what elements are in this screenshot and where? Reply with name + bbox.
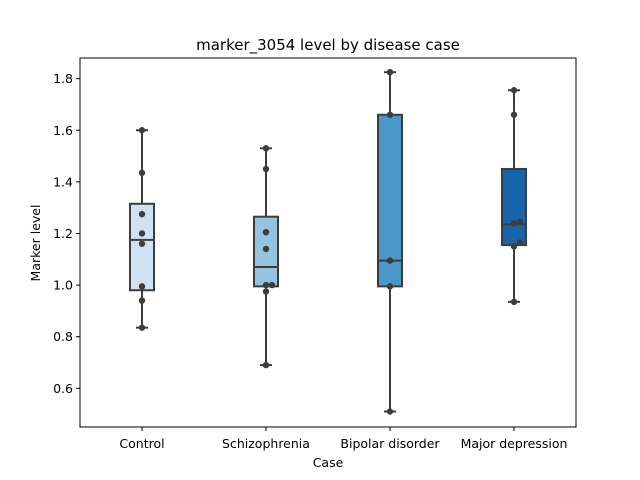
y-tick-label: 1.2	[53, 226, 73, 241]
data-point	[262, 228, 270, 236]
data-point	[262, 145, 270, 152]
data-point	[138, 240, 146, 247]
data-point	[262, 361, 270, 369]
data-point	[138, 210, 146, 218]
box-group-major-depression	[501, 87, 527, 306]
data-point	[386, 283, 394, 290]
plot-area: 0.6 0.8 1.0 1.2 1.4 1.6 1.8 Control Schizophreni…	[53, 68, 568, 451]
data-point	[262, 288, 270, 295]
data-point	[138, 169, 146, 177]
chart-title: marker_3054 level by disease case	[196, 36, 460, 55]
data-point	[386, 408, 394, 415]
y-tick-label: 1.4	[53, 174, 73, 189]
y-tick-label: 1.6	[53, 123, 73, 138]
y-tick-label: 1.8	[53, 71, 73, 86]
data-point	[262, 245, 270, 253]
data-point	[510, 87, 518, 94]
y-axis-label: Marker level	[28, 205, 43, 282]
data-point	[386, 68, 394, 76]
y-tick-label: 0.8	[53, 329, 73, 344]
data-point	[262, 281, 270, 289]
data-point	[138, 127, 146, 134]
data-point	[510, 111, 518, 118]
y-tick-label: 0.6	[53, 381, 73, 396]
box-group-schizophrenia	[253, 145, 279, 369]
data-point	[386, 111, 394, 118]
data-point	[138, 324, 146, 331]
box	[129, 202, 155, 292]
data-point	[268, 281, 276, 289]
x-tick-label: Control	[119, 436, 164, 451]
data-point	[516, 239, 524, 246]
data-point	[510, 298, 518, 306]
data-point	[510, 219, 518, 227]
x-tick-label: Schizophrenia	[222, 436, 310, 451]
data-point	[138, 283, 146, 290]
data-point	[262, 165, 270, 173]
y-tick-label: 1.0	[53, 278, 73, 293]
data-point	[510, 243, 518, 250]
plot-frame	[79, 57, 577, 428]
box	[501, 167, 527, 247]
box-group-bipolar-disorder	[377, 68, 403, 415]
data-point	[138, 230, 146, 237]
data-point	[386, 257, 394, 264]
data-point	[516, 218, 524, 226]
x-tick-label: Bipolar disorder	[340, 436, 440, 451]
box-group-control	[129, 127, 155, 331]
x-tick-label: Major depression	[461, 436, 568, 451]
x-axis-label: Case	[313, 455, 344, 470]
data-point	[138, 297, 146, 304]
